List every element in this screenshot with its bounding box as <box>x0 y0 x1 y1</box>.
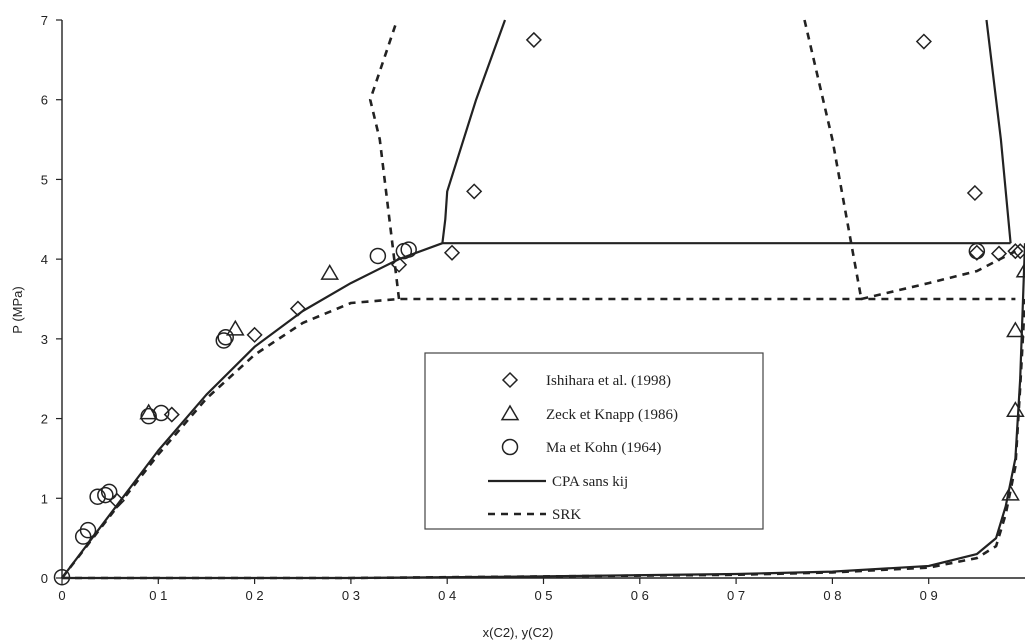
triangle-data-point <box>1006 401 1025 417</box>
series-line-cpa-sans-kij <box>61 242 443 579</box>
y-tick-label: 6 <box>41 93 48 108</box>
triangle-data-point <box>1001 484 1020 501</box>
legend-box <box>424 352 764 530</box>
diamond-data-point <box>163 406 180 423</box>
circle-data-point <box>89 488 106 505</box>
triangle-data-point <box>139 403 158 420</box>
triangle-data-point <box>320 264 340 280</box>
diamond-data-point <box>289 300 306 317</box>
x-tick-label: 0 3 <box>342 588 360 603</box>
triangle-data-point <box>1006 321 1025 338</box>
x-tick-label: 0 9 <box>920 588 938 603</box>
diamond-data-point <box>966 184 983 202</box>
diamond-data-point <box>990 245 1008 262</box>
circle-data-point <box>215 332 233 349</box>
circle-data-point <box>968 242 986 260</box>
series-line-srk <box>803 19 863 300</box>
x-axis-label: x(C2), y(C2) <box>483 625 554 640</box>
diamond-data-point <box>246 326 263 343</box>
y-axis-ticks: 0 1 2 3 4 5 6 7 <box>41 13 62 586</box>
y-axis-label: P (MPa) <box>10 286 25 333</box>
circle-data-point <box>100 483 118 501</box>
legend-label: CPA sans kij <box>552 474 628 490</box>
circle-data-point <box>152 404 170 422</box>
series-line-cpa-sans-kij <box>441 19 507 244</box>
circle-data-point <box>217 329 234 346</box>
x-axis-ticks: 0 0 1 0 2 0 3 0 4 0 5 0 6 0 7 0 8 0 9 <box>58 578 938 603</box>
diamond-data-point <box>443 244 461 261</box>
y-tick-label: 1 <box>41 491 48 506</box>
series-points <box>53 31 1025 586</box>
x-tick-label: 0 2 <box>246 588 264 603</box>
legend-label: Zeck et Knapp (1986) <box>546 407 678 423</box>
circle-data-point <box>53 568 71 586</box>
diamond-data-point <box>466 183 483 200</box>
series-lines <box>60 19 1025 580</box>
y-tick-label: 5 <box>41 172 48 187</box>
circle-data-point <box>79 521 97 539</box>
circle-data-point <box>140 407 157 425</box>
circle-data-point <box>369 247 387 265</box>
y-tick-label: 4 <box>41 252 48 267</box>
y-tick-label: 0 <box>41 571 48 586</box>
diamond-data-point <box>1007 243 1024 260</box>
x-tick-label: 0 5 <box>534 588 552 603</box>
legend-label: Ishihara et al. (1998) <box>546 373 671 389</box>
legend-label: SRK <box>552 507 581 523</box>
diamond-data-point <box>968 244 985 261</box>
y-tick-label: 2 <box>41 412 48 427</box>
diamond-data-point <box>915 33 932 50</box>
series-line-cpa-sans-kij <box>985 19 1012 244</box>
y-tick-label: 3 <box>41 332 48 347</box>
series-line-srk <box>368 19 401 300</box>
circle-data-point <box>97 486 114 504</box>
x-tick-label: 0 4 <box>438 588 456 603</box>
diamond-data-point <box>525 31 542 48</box>
y-tick-label: 7 <box>41 13 48 28</box>
x-tick-label: 0 7 <box>727 588 745 603</box>
diamond-data-point <box>390 256 408 273</box>
triangle-data-point <box>226 319 245 336</box>
triangle-data-point <box>1015 261 1025 278</box>
legend-label: Ma et Kohn (1964) <box>546 440 661 456</box>
x-tick-label: 0 6 <box>631 588 649 603</box>
series-line-srk <box>861 250 1016 301</box>
legend-circle-icon <box>501 438 519 456</box>
legend-triangle-icon <box>500 404 520 421</box>
series-line-srk <box>60 297 1016 579</box>
legend-diamond-icon <box>501 371 519 389</box>
circle-data-point <box>400 241 417 258</box>
x-tick-label: 0 8 <box>823 588 841 603</box>
x-tick-label: 0 1 <box>149 588 167 603</box>
x-tick-label: 0 <box>58 588 65 603</box>
legend: Ishihara et al. (1998) Zeck et Knapp (198… <box>424 352 764 530</box>
